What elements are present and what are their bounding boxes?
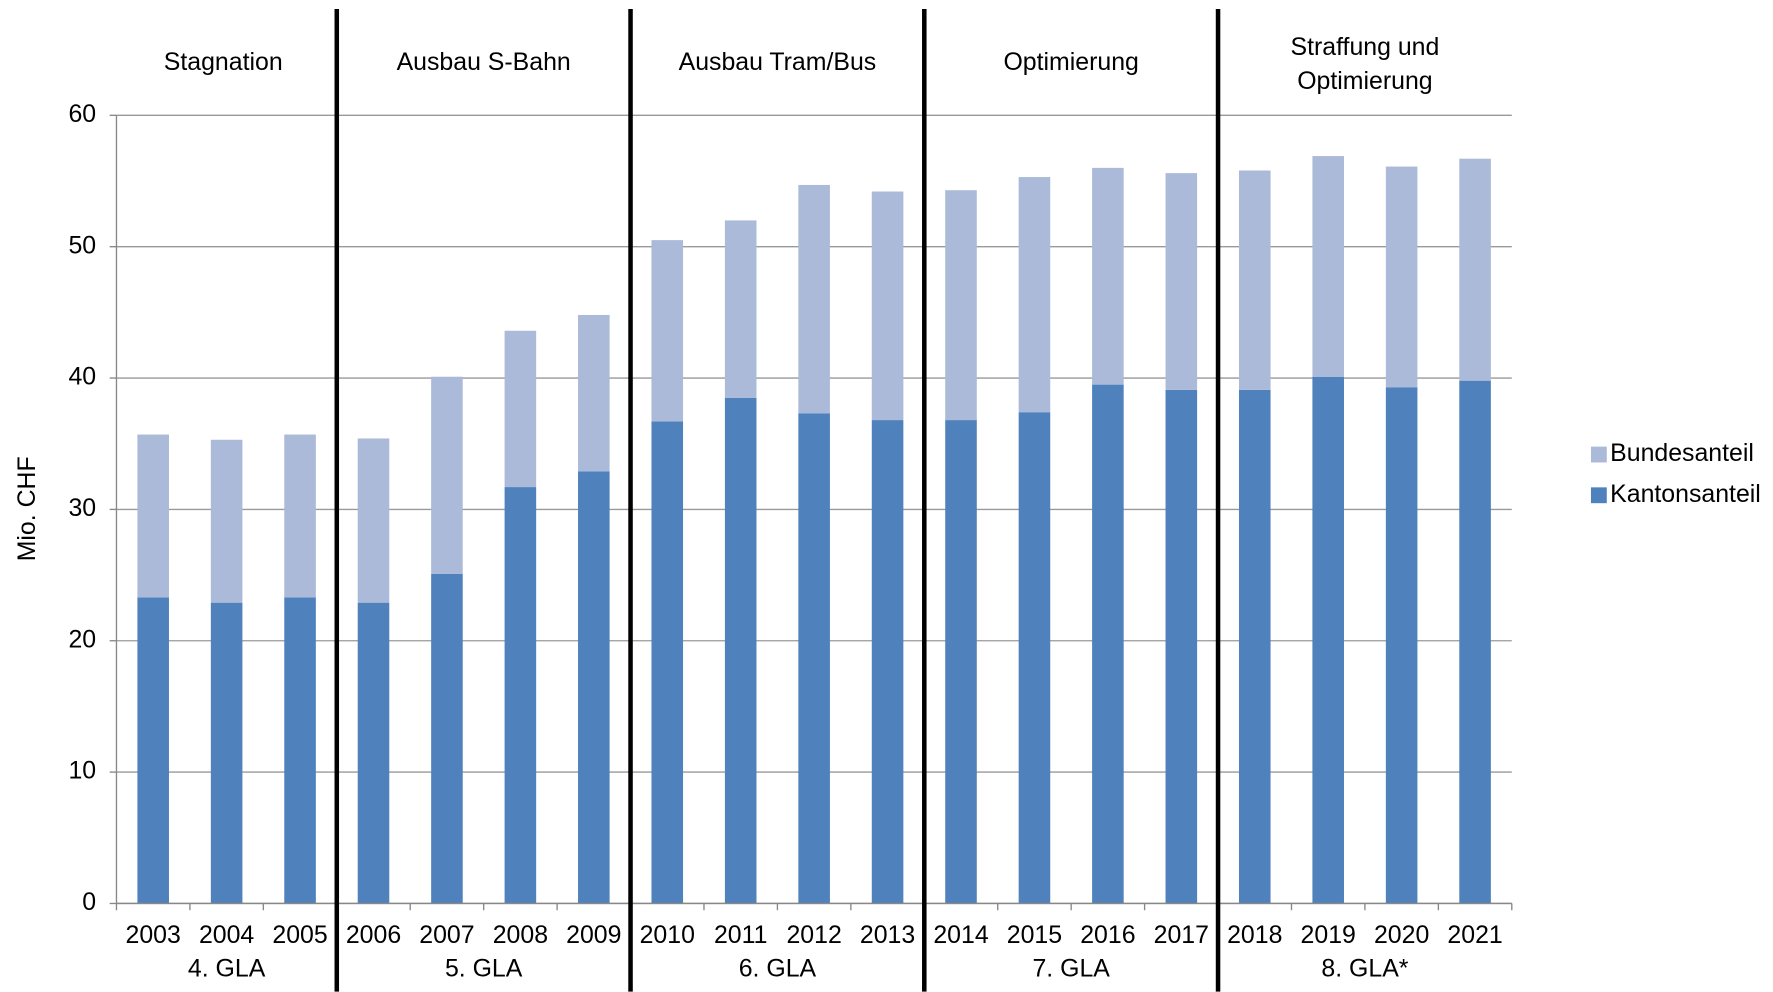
x-tick-label: 2015 [1007,921,1062,949]
bar-segment [1385,166,1418,388]
bar-segment [357,438,390,603]
program-label: 8. GLA* [1321,955,1408,983]
x-tick-label: 2018 [1227,921,1282,949]
bar-segment [284,434,316,598]
x-tick-label: 2009 [566,921,621,949]
legend-swatch [1590,487,1607,504]
x-tick-label: 2013 [860,921,915,949]
x-tick-label: 2012 [786,921,841,949]
bar-segment [578,471,610,904]
bar-segment [1312,156,1344,377]
bar-segment [1092,167,1124,385]
x-tick-label: 2006 [346,921,401,949]
bar-segment [1238,170,1271,390]
bar-segment [945,420,977,904]
bar-segment [945,190,977,421]
y-tick-label: 60 [68,100,96,128]
bar-segment [431,573,463,904]
program-label: 4. GLA [188,955,266,983]
bar-segment [1459,158,1491,381]
x-tick-label: 2005 [272,921,327,949]
x-tick-label: 2008 [493,921,548,949]
bar-segment [284,597,316,904]
bar-segment [357,602,390,904]
y-tick-label: 0 [82,888,96,916]
x-tick-label: 2011 [714,921,767,949]
x-tick-label: 2021 [1447,921,1502,949]
bar-segment [1165,173,1198,390]
period-title: Stagnation [164,48,283,76]
period-title: Optimierung [1003,48,1138,76]
bar-segment [724,397,757,904]
program-label: 5. GLA [445,955,523,983]
period-title: Ausbau Tram/Bus [679,48,877,76]
bar-segment [210,439,243,603]
x-tick-label: 2019 [1301,921,1356,949]
bar-segment [1018,177,1051,413]
bar-segment [504,330,537,488]
x-tick-label: 2004 [199,921,254,949]
bar-segment [651,421,684,904]
bar-segment [1312,376,1344,904]
x-tick-label: 2017 [1154,921,1209,949]
legend-label: Bundesanteil [1610,439,1754,467]
y-axis-label: Mio. CHF [13,456,41,561]
bar-segment [1385,387,1418,904]
y-tick-label: 10 [68,757,96,785]
bar-segment [798,184,830,414]
x-tick-label: 2014 [933,921,988,949]
x-tick-label: 2020 [1374,921,1429,949]
bar-segment [578,314,610,472]
bar-segment [871,191,904,421]
bar-segment [137,434,169,598]
bar-segment [210,602,243,904]
legend-label: Kantonsanteil [1610,480,1761,508]
period-title: Straffung und [1291,33,1440,61]
y-tick-label: 20 [68,625,96,653]
bar-segment [1018,412,1051,904]
period-title: Ausbau S-Bahn [397,48,571,76]
y-tick-label: 50 [68,231,96,259]
bar-segment [1165,389,1198,904]
bar-segment [798,413,830,904]
x-tick-label: 2003 [126,921,181,949]
y-tick-label: 40 [68,363,96,391]
legend-swatch [1590,446,1607,463]
bar-segment [431,376,463,574]
x-tick-label: 2016 [1080,921,1135,949]
bar-segment [724,220,757,398]
bar-segment [1092,384,1124,904]
period-title: Optimierung [1297,67,1432,95]
x-tick-label: 2010 [640,921,695,949]
bar-segment [504,487,537,904]
program-label: 6. GLA [739,955,817,983]
y-tick-label: 30 [68,494,96,522]
bar-segment [137,597,169,904]
bar-segment [871,420,904,904]
bar-segment [1459,380,1491,904]
program-label: 7. GLA [1032,955,1110,983]
bar-segment [651,240,684,422]
bar-segment [1238,389,1271,904]
x-tick-label: 2007 [419,921,474,949]
